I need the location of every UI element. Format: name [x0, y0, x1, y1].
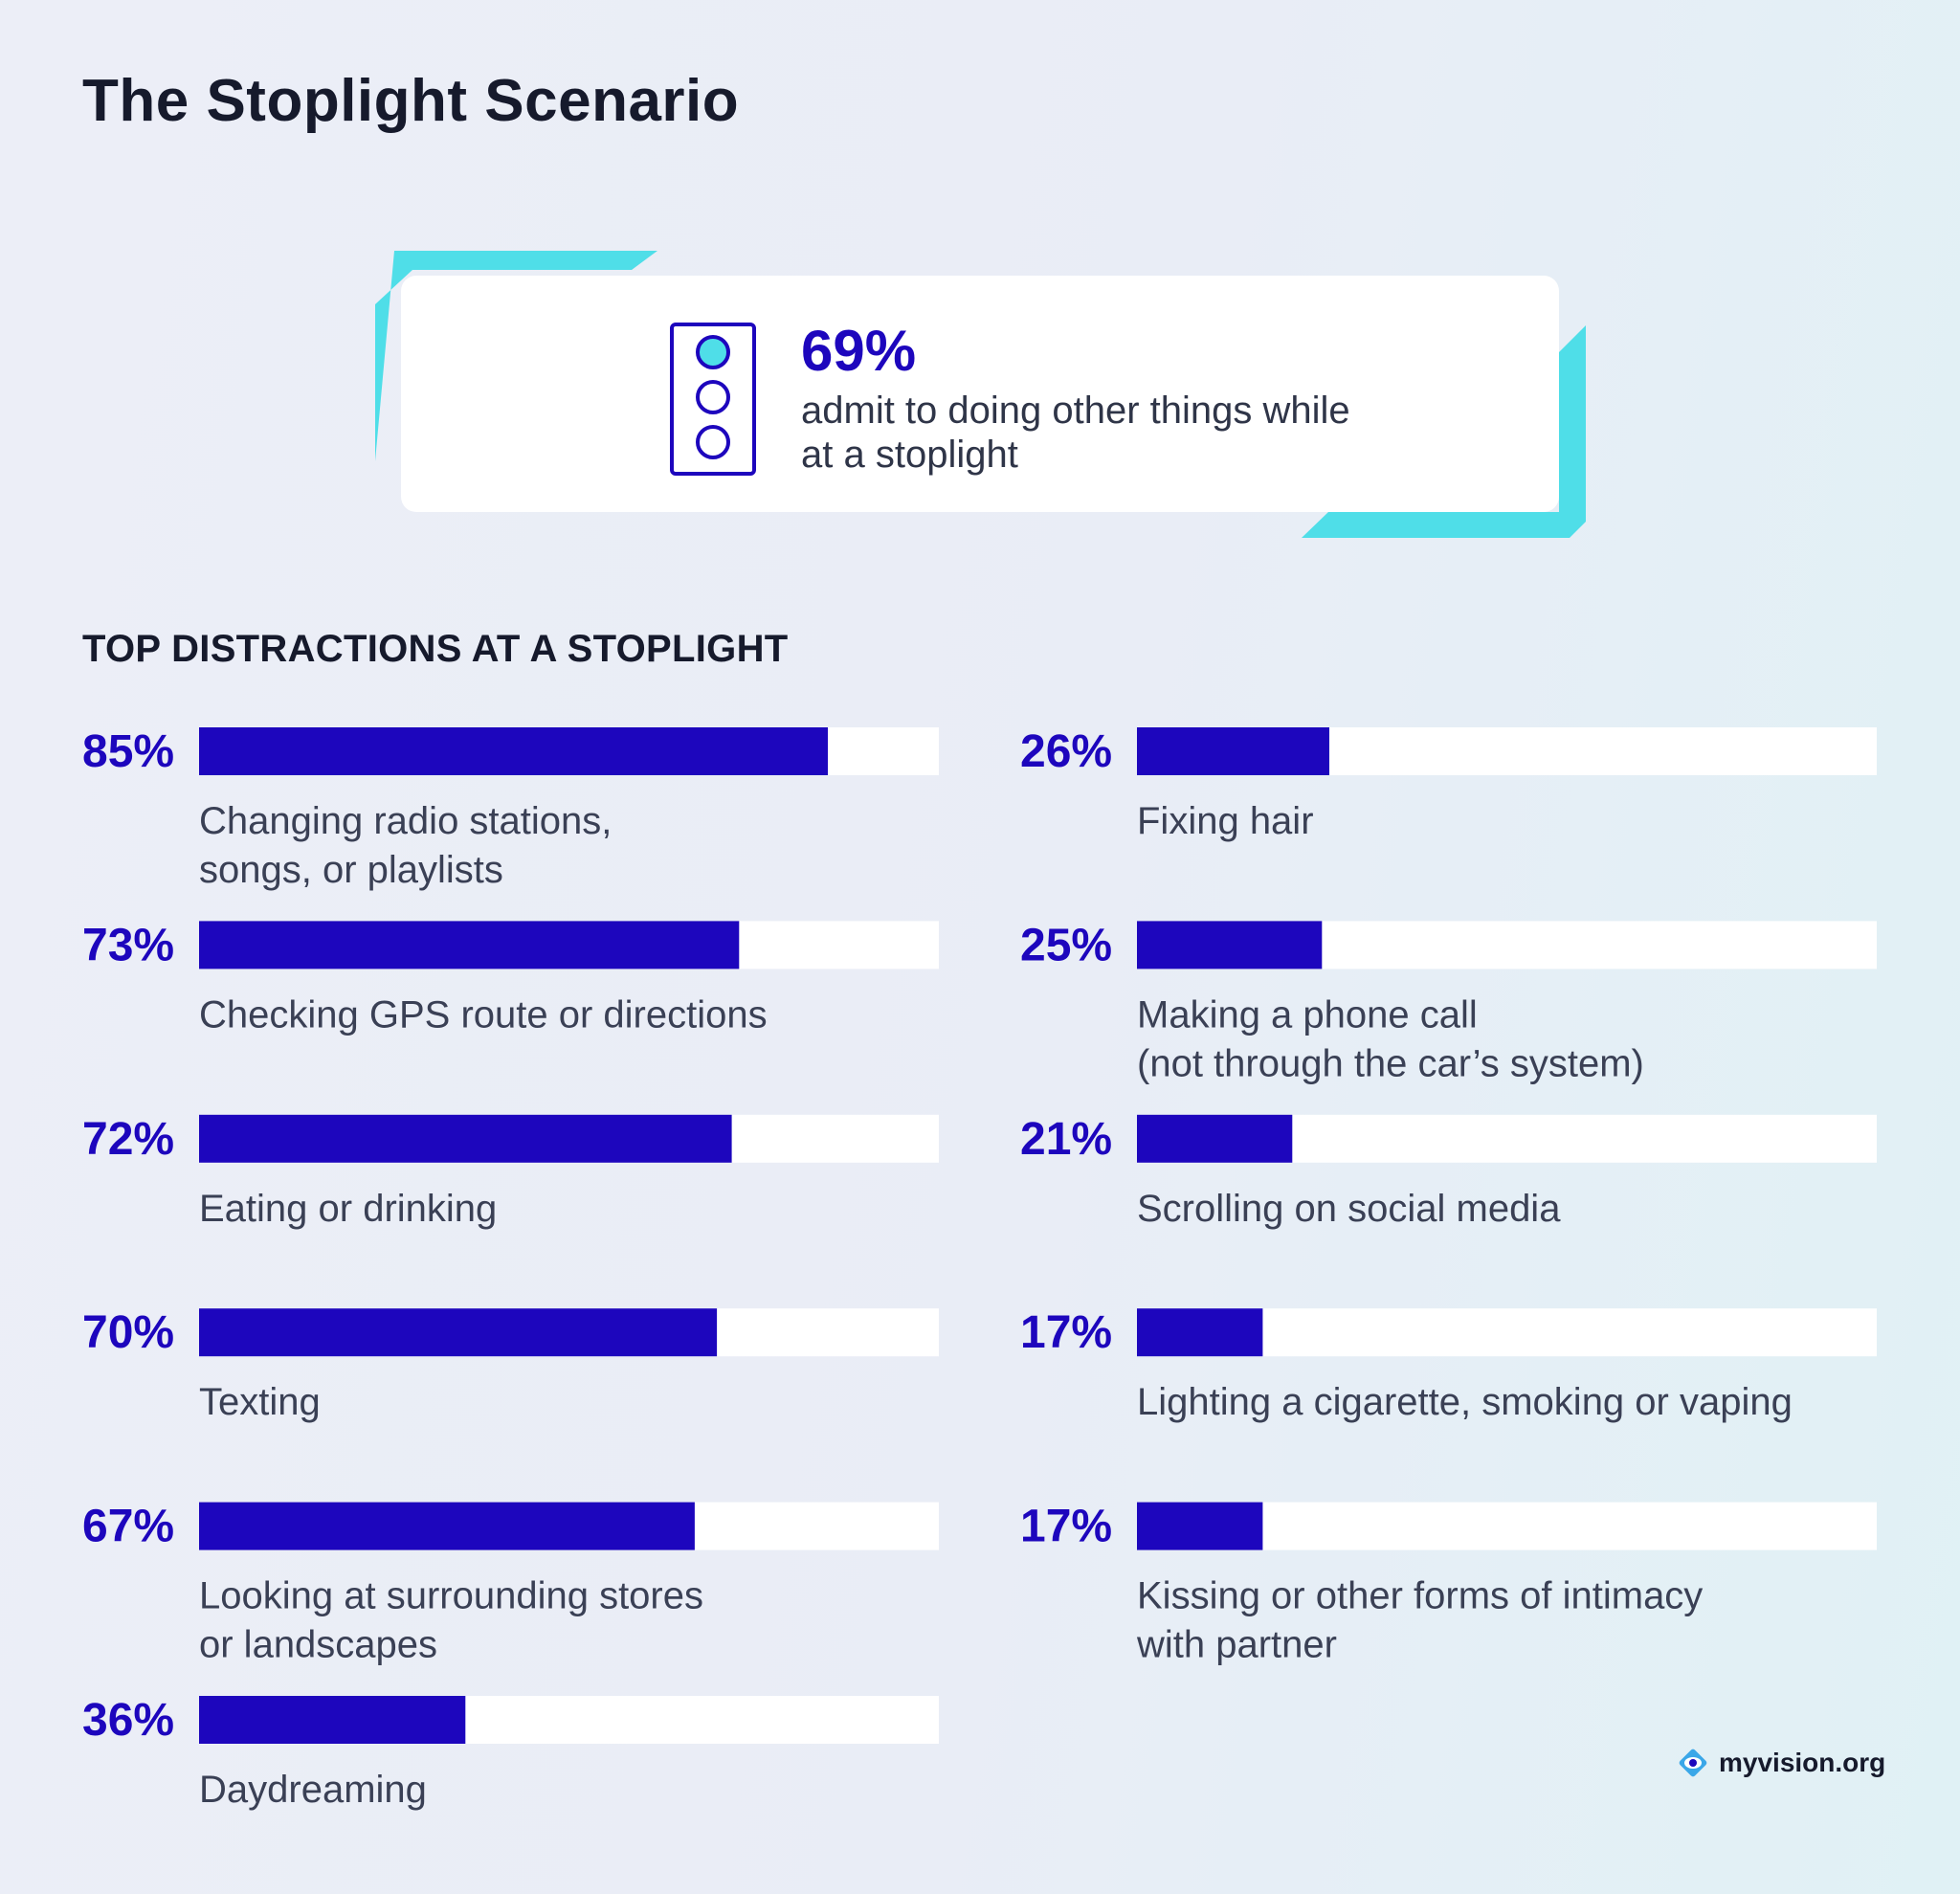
category-label: Checking GPS route or directions [199, 993, 768, 1036]
bar [199, 1502, 695, 1550]
value-label: 26% [1020, 726, 1112, 777]
callout-value: 69% [801, 319, 917, 383]
page-title: The Stoplight Scenario [82, 68, 740, 134]
bar [199, 1308, 718, 1357]
bar [1137, 1114, 1293, 1163]
value-label: 70% [82, 1307, 174, 1358]
callout-accent [375, 251, 1586, 538]
bar [1137, 1502, 1263, 1550]
category-label: or landscapes [199, 1624, 437, 1666]
value-label: 21% [1020, 1114, 1112, 1165]
category-label: Eating or drinking [199, 1188, 497, 1230]
value-label: 73% [82, 920, 174, 970]
eye-logo-icon [1679, 1749, 1707, 1777]
category-label: Daydreaming [199, 1769, 427, 1811]
value-label: 25% [1020, 920, 1112, 970]
logo-text: myvision.org [1719, 1748, 1886, 1777]
category-label: Looking at surrounding stores [199, 1575, 703, 1617]
bar [1137, 1308, 1263, 1357]
category-label: Making a phone call [1137, 993, 1478, 1036]
bar [199, 727, 828, 775]
category-label: Changing radio stations, [199, 800, 612, 842]
value-label: 67% [82, 1502, 174, 1552]
value-label: 72% [82, 1114, 174, 1165]
bar [199, 921, 740, 969]
category-label: (not through the car’s system) [1137, 1042, 1644, 1084]
category-label: Kissing or other forms of intimacy [1137, 1575, 1703, 1617]
value-label: 85% [82, 726, 174, 777]
category-label: Fixing hair [1137, 800, 1314, 842]
bar [1137, 727, 1329, 775]
callout-accent-bottom-right [1302, 325, 1586, 538]
value-label: 17% [1020, 1502, 1112, 1552]
value-label: 17% [1020, 1307, 1112, 1358]
summary-callout: 69% admit to doing other things while at… [401, 276, 1559, 512]
bar [199, 1114, 732, 1163]
bar [1137, 921, 1323, 969]
traffic-light-icon [670, 323, 756, 476]
brand-logo: myvision.org [1677, 1747, 1885, 1779]
callout-accent-top-left [375, 251, 657, 461]
callout-text: admit to doing other things while at a s… [801, 390, 1350, 476]
category-label: Lighting a cigarette, smoking or vaping [1137, 1381, 1793, 1423]
value-label: 36% [82, 1695, 174, 1746]
category-label: Texting [199, 1381, 321, 1423]
category-label: Scrolling on social media [1137, 1188, 1561, 1230]
bar [199, 1696, 466, 1744]
section-title: TOP DISTRACTIONS AT A STOPLIGHT [82, 628, 789, 670]
category-label: with partner [1136, 1624, 1337, 1666]
category-label: songs, or playlists [199, 849, 503, 891]
